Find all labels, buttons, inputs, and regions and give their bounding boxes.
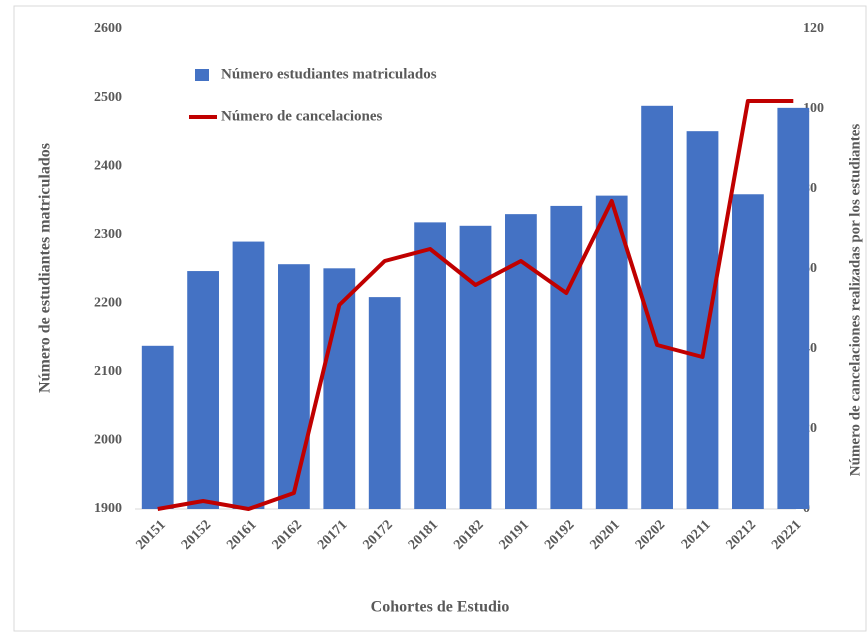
- legend-label: Número estudiantes matriculados: [221, 66, 437, 82]
- bar: [777, 107, 810, 509]
- legend-label: Número de cancelaciones: [221, 108, 383, 124]
- chart-frame: [13, 5, 867, 632]
- y-tick-label: 2100: [94, 364, 122, 379]
- bar: [550, 205, 583, 509]
- line: [157, 99, 794, 511]
- bar: [732, 194, 764, 509]
- bar: [414, 222, 446, 509]
- y-tick-label: 1900: [94, 501, 122, 516]
- y-tick-label: 2500: [94, 90, 122, 105]
- legend-swatch: [195, 69, 209, 81]
- y-tick-label: 2400: [94, 158, 122, 173]
- bar: [278, 264, 310, 509]
- x-tick-label: 20212: [724, 517, 759, 552]
- bar: [368, 297, 401, 509]
- y-tick-label: 2300: [94, 227, 122, 242]
- y-tick-label: 2600: [94, 21, 122, 36]
- bar: [686, 131, 719, 509]
- x-tick-label: 20202: [633, 517, 668, 552]
- x-tick-label: 20151: [133, 517, 168, 552]
- y-axis-title: Número de estudiantes matriculados: [37, 143, 54, 393]
- x-tick-label: 20221: [769, 517, 804, 552]
- x-axis-title: Cohortes de Estudio: [371, 599, 510, 616]
- x-tick-label: 20181: [406, 517, 441, 552]
- bar: [505, 214, 537, 509]
- bar: [459, 225, 492, 510]
- x-tick-label: 20211: [679, 517, 714, 552]
- x-tick-label: 20162: [270, 517, 305, 552]
- y2-tick-label: 120: [803, 21, 824, 36]
- y2-axis-title: Número de cancelaciones realizadas por l…: [847, 124, 863, 477]
- y-tick-label: 2000: [94, 433, 122, 448]
- x-tick-label: 20191: [497, 517, 532, 552]
- y-tick-label: 2200: [94, 296, 122, 311]
- bar: [141, 345, 174, 509]
- x-tick-label: 20192: [542, 517, 577, 552]
- bar: [595, 195, 628, 509]
- x-tick-label: 20182: [451, 517, 486, 552]
- bar: [187, 271, 219, 509]
- x-tick-label: 20161: [224, 517, 259, 552]
- x-tick-label: 20152: [179, 517, 214, 552]
- x-tick-label: 20201: [587, 517, 622, 552]
- x-tick-label: 20171: [315, 517, 350, 552]
- bar: [232, 241, 265, 510]
- x-tick-label: 20172: [360, 517, 395, 552]
